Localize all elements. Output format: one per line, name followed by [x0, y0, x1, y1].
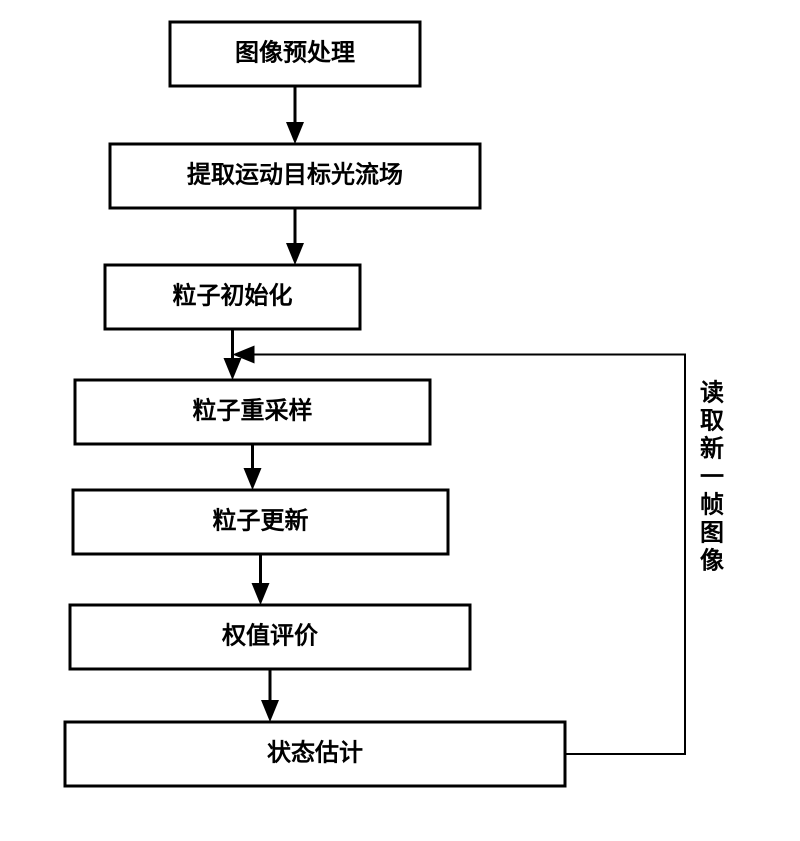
flow-loop-label-char: 读 [700, 380, 724, 407]
arrowhead-icon [244, 468, 262, 490]
arrowhead-icon [286, 243, 304, 265]
flow-loop-label-char: 帧 [700, 492, 724, 519]
flow-node-label-n1: 图像预处理 [235, 40, 355, 67]
flow-node-label-n4: 粒子重采样 [193, 397, 313, 425]
arrowhead-icon [261, 700, 279, 722]
flow-node-label-n2: 提取运动目标光流场 [187, 162, 403, 189]
flow-loop-label-char: 像 [700, 548, 725, 575]
flow-node-label-n6: 权值评价 [221, 622, 319, 650]
flow-loop-label-char: 一 [700, 465, 724, 491]
flow-node-label-n3: 粒子初始化 [173, 282, 293, 310]
arrowhead-icon [252, 583, 270, 605]
flow-loop-label-char: 新 [700, 435, 724, 463]
flow-loop-label-char: 取 [700, 409, 724, 435]
flow-node-label-n5: 粒子更新 [213, 507, 309, 535]
flowchart-diagram: 图像预处理提取运动目标光流场粒子初始化粒子重采样粒子更新权值评价状态估计 读取新一… [0, 0, 800, 841]
arrowhead-icon [224, 358, 242, 380]
flow-node-label-n7: 状态估计 [267, 739, 363, 767]
flow-loop-label-char: 图 [700, 520, 724, 547]
arrowhead-icon [286, 122, 304, 144]
